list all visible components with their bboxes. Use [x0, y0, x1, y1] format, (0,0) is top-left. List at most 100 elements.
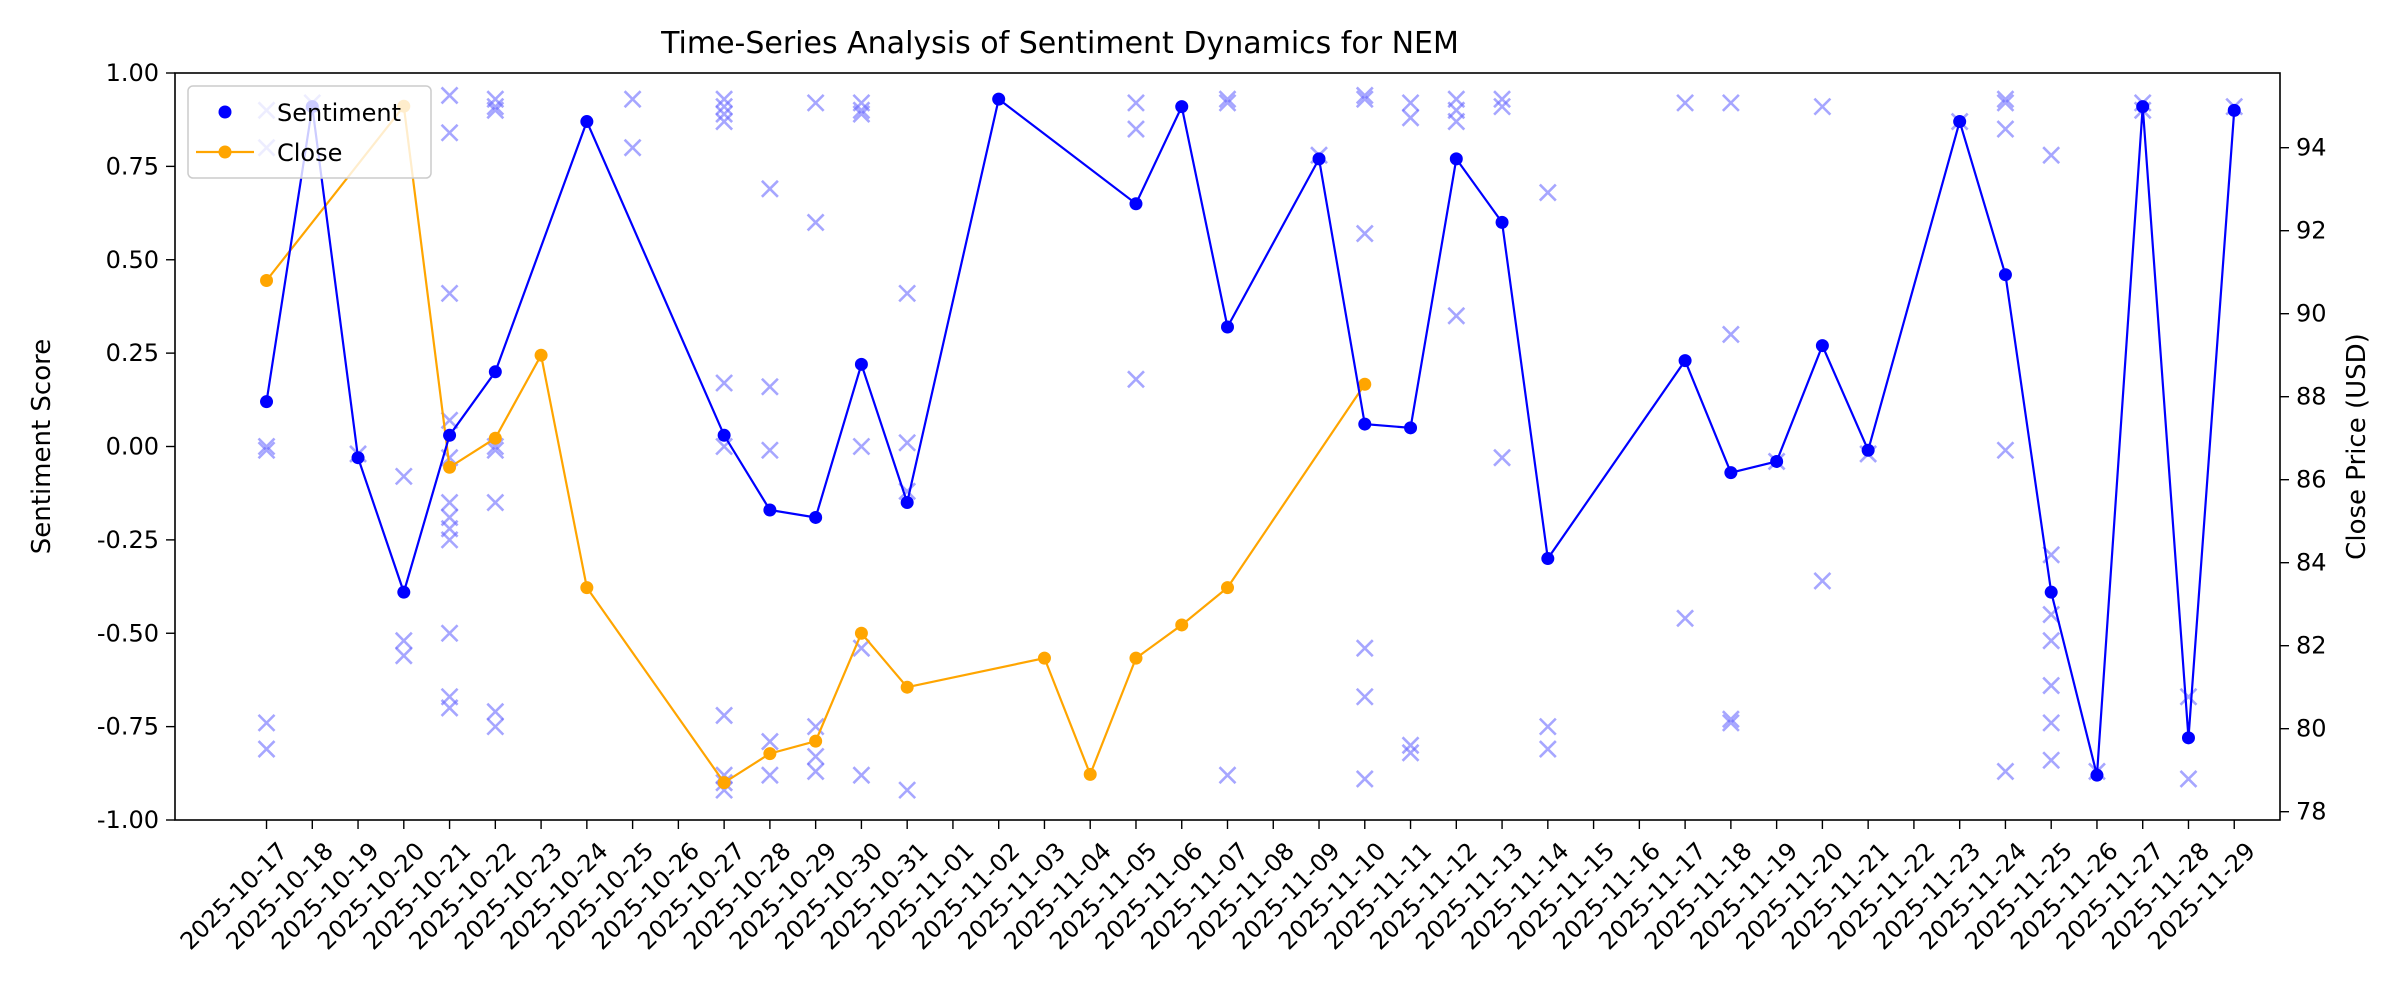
- sentiment-point: [397, 585, 411, 599]
- sample-x-marker: [1355, 687, 1374, 706]
- y-tick-label-right: 86: [2296, 466, 2327, 494]
- sample-x-marker: [2042, 751, 2061, 770]
- sample-x-marker: [852, 105, 871, 124]
- sample-x-marker: [1401, 108, 1420, 127]
- sample-x-marker: [1721, 710, 1740, 729]
- sample-x-marker: [715, 706, 734, 725]
- sample-x-marker: [2179, 687, 2198, 706]
- sample-x-marker: [394, 467, 413, 486]
- sample-x-marker: [1355, 639, 1374, 658]
- y-tick-label-left: 1.00: [106, 59, 159, 87]
- close-point: [534, 348, 548, 362]
- y-tick-label-left: -0.50: [97, 619, 159, 647]
- sentiment-point: [1358, 417, 1372, 431]
- sample-x-marker: [440, 530, 459, 549]
- sample-x-marker: [2042, 713, 2061, 732]
- sentiment-point: [1861, 443, 1875, 457]
- sample-x-marker: [1538, 183, 1557, 202]
- sample-x-marker: [486, 702, 505, 721]
- sample-x-marker: [1813, 572, 1832, 590]
- sample-x-marker: [1218, 766, 1237, 785]
- sentiment-point: [1815, 339, 1829, 353]
- sentiment-point: [1175, 100, 1189, 114]
- sample-x-marker: [852, 437, 871, 456]
- close-point: [763, 747, 777, 761]
- sample-x-marker: [1355, 224, 1374, 243]
- sentiment-line: [265, 97, 2236, 776]
- sentiment-point: [1953, 115, 1967, 129]
- sample-x-marker: [1355, 769, 1374, 788]
- y-axis-right: 78 80 82 84 86 88 90 92 94: [2280, 134, 2327, 826]
- sample-x-marker: [1538, 717, 1557, 736]
- legend-close-label: Close: [277, 139, 342, 167]
- sentiment-point: [1724, 466, 1738, 480]
- y-tick-label-left: 0.00: [106, 433, 159, 461]
- sample-x-marker: [715, 374, 734, 392]
- legend: Sentiment Close: [187, 85, 432, 179]
- sentiment-point: [1449, 152, 1463, 166]
- sample-x-marker: [852, 101, 871, 120]
- sample-x-marker: [486, 101, 505, 120]
- sample-x-marker: [760, 377, 779, 396]
- sample-x-marker: [1218, 90, 1237, 109]
- legend-sentiment-label: Sentiment: [277, 99, 401, 127]
- close-point: [488, 431, 502, 445]
- sample-x-marker: [898, 781, 917, 800]
- sentiment-point: [260, 395, 274, 409]
- y-axis-label-left: Sentiment Score: [27, 339, 57, 554]
- sentiment-point: [1495, 215, 1509, 229]
- sample-x-marker: [760, 732, 779, 751]
- sample-x-marker: [1493, 90, 1511, 109]
- legend-box: [187, 85, 432, 179]
- sentiment-point: [2181, 731, 2195, 745]
- sample-x-marker: [257, 740, 276, 758]
- sample-x-marker: [1721, 713, 1740, 732]
- close-point: [809, 734, 823, 748]
- sample-x-marker: [1127, 120, 1145, 138]
- sample-x-marker: [623, 138, 642, 157]
- sentiment-point: [809, 510, 823, 524]
- sentiment-point: [763, 503, 777, 517]
- sentiment-point: [900, 496, 914, 510]
- y-tick-label-right: 80: [2296, 715, 2327, 743]
- sample-x-marker: [486, 441, 505, 460]
- sample-x-marker: [440, 493, 459, 512]
- sample-x-marker: [715, 90, 734, 109]
- sample-x-marker: [1996, 441, 2015, 460]
- close-point: [1175, 618, 1189, 632]
- sample-x-marker: [715, 105, 734, 124]
- sample-x-marker: [806, 213, 825, 232]
- y-tick-label-left: 0.75: [106, 152, 159, 180]
- sentiment-point: [992, 92, 1006, 106]
- close-point: [443, 460, 457, 474]
- close-point: [1037, 651, 1051, 665]
- sample-x-marker: [1355, 90, 1374, 109]
- sentiment-point: [2136, 100, 2150, 114]
- sentiment-point: [2227, 103, 2241, 117]
- y-tick-label-right: 78: [2296, 798, 2327, 826]
- y-tick-label-left: -1.00: [97, 806, 159, 834]
- sentiment-point: [1678, 354, 1692, 368]
- sample-x-marker: [257, 713, 276, 732]
- sentiment-point: [1404, 421, 1418, 435]
- sample-x-marker: [1218, 93, 1237, 112]
- sample-x-marker: [1447, 306, 1466, 325]
- sample-x-marker: [760, 766, 779, 785]
- y-tick-label-right: 84: [2296, 549, 2327, 577]
- sample-x-marker: [1127, 93, 1145, 112]
- close-point: [1129, 651, 1143, 665]
- sample-x-marker: [623, 90, 642, 109]
- sample-x-marker: [394, 646, 413, 665]
- sample-x-marker: [1996, 90, 2015, 109]
- sentiment-point: [2044, 585, 2058, 599]
- close-point: [717, 776, 731, 790]
- sample-x-marker: [257, 441, 276, 460]
- sample-x-marker: [1721, 325, 1740, 344]
- sample-x-marker: [2179, 769, 2198, 788]
- sample-x-marker: [1355, 86, 1374, 105]
- sample-x-marker: [806, 747, 825, 766]
- y-tick-label-right: 92: [2296, 217, 2327, 245]
- sample-x-marker: [394, 631, 413, 650]
- y-tick-label-left: -0.75: [97, 713, 159, 741]
